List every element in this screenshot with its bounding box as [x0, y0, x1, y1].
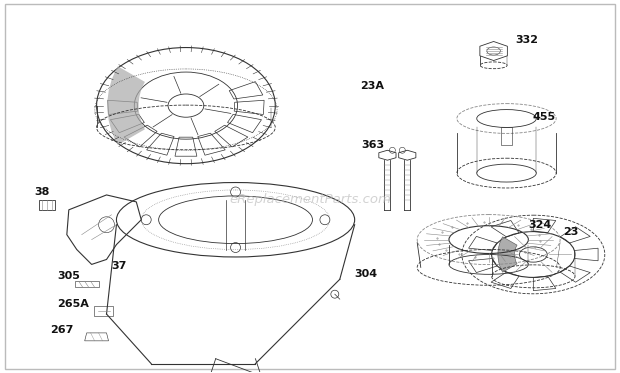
- Text: 455: 455: [533, 113, 556, 122]
- Text: 332: 332: [515, 35, 538, 45]
- Text: 23: 23: [563, 227, 578, 236]
- Text: 305: 305: [57, 271, 80, 281]
- Text: 37: 37: [112, 261, 127, 272]
- Text: 324: 324: [528, 220, 552, 230]
- Bar: [500, 128, 513, 145]
- Text: 304: 304: [355, 269, 378, 279]
- Text: 38: 38: [34, 187, 50, 197]
- Text: 363: 363: [361, 140, 385, 150]
- Bar: [39, 200, 55, 210]
- Text: 265A: 265A: [57, 299, 89, 309]
- Text: 23A: 23A: [360, 81, 384, 91]
- Bar: [94, 306, 113, 316]
- Text: 267: 267: [50, 325, 73, 335]
- Text: eReplacementParts.com: eReplacementParts.com: [229, 193, 391, 206]
- Wedge shape: [107, 66, 145, 145]
- Wedge shape: [498, 237, 517, 272]
